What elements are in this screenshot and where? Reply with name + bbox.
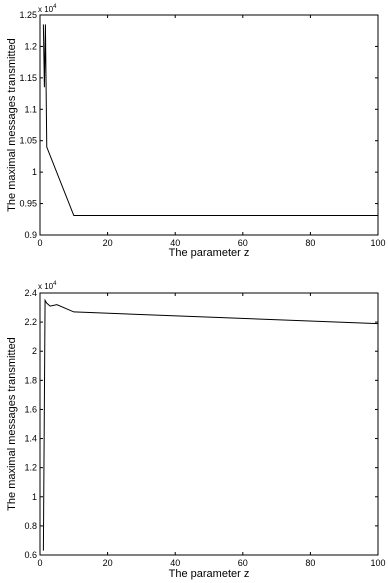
x-tick-label: 20: [103, 558, 113, 568]
y-tick-label: 1.2: [24, 463, 37, 473]
y-tick-label: 1: [32, 167, 37, 177]
chart-bottom: 0 20 40 60 80 100 0.6 0.8 1 1.2 1.4 1.6 1.8 2 2.2 2.4 T…: [6, 281, 386, 580]
x-tick-label: 20: [103, 238, 113, 248]
y-tick-label: 2: [32, 346, 37, 356]
x-tick-label: 80: [305, 238, 315, 248]
y-tick-label: 1.05: [19, 136, 37, 146]
y-exponent-power: 4: [53, 4, 57, 10]
series-line: [42, 24, 378, 217]
y-tick-label: 1.8: [24, 375, 37, 385]
y-exponent-label: x 104: [38, 281, 57, 291]
y-axis-label: The maximal messages transmitted: [6, 38, 18, 212]
y-exponent-base: x 10: [38, 282, 54, 291]
y-tick-label: 1.25: [19, 10, 37, 20]
tick-group: 0 20 40 60 80 100 0.6 0.8 1 1.2 1.4 1.6 1.8 2 2.2 2.4: [24, 288, 385, 568]
x-tick-label: 40: [170, 238, 180, 248]
y-exponent-power: 4: [53, 281, 57, 287]
x-tick-label: 80: [305, 558, 315, 568]
series-group: [42, 298, 379, 551]
y-exponent-label: x 104: [38, 4, 57, 14]
y-tick-label: 1.15: [19, 73, 37, 83]
y-tick-label: 2.4: [24, 288, 37, 298]
x-tick-label: 60: [238, 238, 248, 248]
y-tick-label: 1.1: [24, 104, 37, 114]
plot-area-frame: [39, 292, 379, 556]
chart-top: 0 20 40 60 80 100 0.9 0.95 1 1.05 1.1 1.15 1.2 1.25 T…: [6, 4, 386, 259]
tick-group: 0 20 40 60 80 100 0.9 0.95 1 1.05 1.1 1.15 1.2 1.25: [19, 10, 385, 248]
x-tick-label: 0: [37, 558, 42, 568]
series-line: [42, 298, 379, 551]
y-tick-label: 1.6: [24, 404, 37, 414]
y-tick-label: 0.8: [24, 521, 37, 531]
y-tick-label: 1.2: [24, 41, 37, 51]
series-group: [42, 24, 378, 217]
y-tick-label: 1.4: [24, 434, 37, 444]
x-axis-label: The parameter z: [169, 247, 250, 259]
y-tick-label: 0.9: [24, 230, 37, 240]
y-tick-label: 2.2: [24, 317, 37, 327]
x-tick-label: 0: [37, 238, 42, 248]
x-axis-label: The parameter z: [169, 568, 250, 580]
y-exponent-base: x 10: [38, 5, 54, 14]
y-tick-label: 1: [32, 492, 37, 502]
x-tick-label: 100: [370, 558, 385, 568]
plot-area-frame: [39, 14, 379, 236]
x-tick-label: 40: [170, 558, 180, 568]
y-tick-label: 0.6: [24, 550, 37, 560]
x-tick-label: 100: [370, 238, 385, 248]
y-axis-label: The maximal messages transmitted: [6, 337, 18, 511]
x-tick-label: 60: [238, 558, 248, 568]
y-tick-label: 0.95: [19, 199, 37, 209]
